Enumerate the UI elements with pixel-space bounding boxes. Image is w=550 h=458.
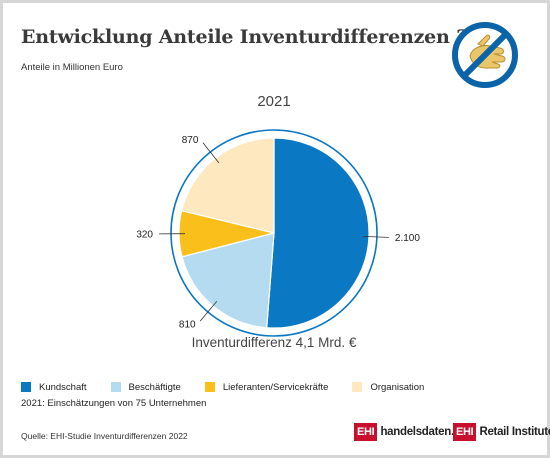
leader-line-organisation <box>202 142 220 164</box>
handelsdaten-logo-mark: EHI <box>354 423 378 441</box>
leader-line-kundschaft <box>362 236 389 238</box>
legend-label-kundschaft: Kundschaft <box>39 381 87 393</box>
chart-year-label: 2021 <box>257 93 290 110</box>
chart-title: Entwicklung Anteile Inventurdifferenzen … <box>21 26 509 48</box>
legend-item-organisation: Organisation <box>352 382 424 393</box>
survey-note: 2021: Einschätzungen von 75 Unternehmen <box>21 398 207 409</box>
ehi-retail-institute-logo: EHI Retail Institute® <box>453 421 550 443</box>
legend-item-beschaeftigte: Beschäftigte <box>110 381 181 393</box>
data-label-beschaftigte: 810 <box>179 320 196 331</box>
legend-label-lieferanten: Lieferanten/Servicekräfte <box>222 381 329 393</box>
ehi-logo-name: Retail Institute <box>479 426 550 438</box>
ehi-logo-mark: EHI <box>453 423 477 441</box>
legend-swatch-kundschaft <box>21 382 31 392</box>
ehi-logo-text: Retail Institute® <box>479 426 550 438</box>
handelsdaten-logo-text: handelsdaten.de <box>380 426 467 438</box>
legend-swatch-organisation <box>352 382 363 392</box>
chart-subtitle: Anteile in Millionen Euro <box>21 62 123 73</box>
handelsdaten-logo: EHI handelsdaten.de <box>354 421 467 443</box>
data-label-lieferanten-servicekrafte: 320 <box>136 229 153 240</box>
chart-legend: Kundschaft Beschäftigte Lieferanten/Serv… <box>21 380 448 394</box>
data-label-kundschaft: 2.100 <box>395 233 420 244</box>
legend-item-lieferanten: Lieferanten/Servicekräfte <box>204 381 329 393</box>
chart-total-label: Inventurdifferenz 4,1 Mrd. € <box>192 335 357 350</box>
leader-line-beschaftigte <box>199 300 218 322</box>
pie-chart: 2021 2.100 810 320 870 Inventurdifferenz 4,… <box>136 93 420 350</box>
legend-label-beschaeftigte: Beschäftigte <box>128 381 181 393</box>
pie-outer-ring <box>170 129 378 337</box>
legend-item-kundschaft: Kundschaft <box>21 382 87 393</box>
no-hand-grabbing-icon <box>452 22 518 88</box>
source-note: Quelle: EHI-Studie Inventurdifferenzen 2… <box>21 431 188 441</box>
data-label-organisation: 870 <box>182 135 199 146</box>
legend-label-organisation: Organisation <box>370 381 425 393</box>
legend-swatch-beschaeftigte <box>110 382 121 392</box>
legend-swatch-lieferanten <box>204 382 215 392</box>
